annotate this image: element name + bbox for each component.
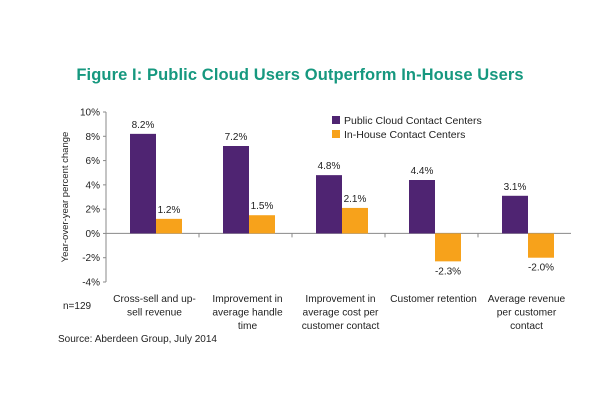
x-category-label: customer contact bbox=[302, 321, 380, 332]
y-tick-label: 2% bbox=[86, 205, 101, 216]
sample-size-note: n=129 bbox=[63, 301, 92, 312]
chart-title: Figure I: Public Cloud Users Outperform … bbox=[76, 66, 524, 84]
y-tick-label: 8% bbox=[86, 132, 101, 143]
data-label-in-house: 2.1% bbox=[344, 194, 367, 205]
data-label-in-house: 1.2% bbox=[158, 205, 181, 216]
data-label-public-cloud: 3.1% bbox=[504, 182, 527, 193]
bar-in-house bbox=[249, 215, 275, 234]
data-label-public-cloud: 7.2% bbox=[225, 132, 248, 143]
bar-in-house bbox=[156, 218, 182, 234]
legend-label-in-house: In-House Contact Centers bbox=[344, 129, 465, 141]
x-category-label: Cross-sell and up- bbox=[113, 294, 196, 305]
bar-public-cloud bbox=[316, 175, 342, 234]
data-label-public-cloud: 4.4% bbox=[411, 166, 434, 177]
x-category-label: per customer bbox=[497, 308, 557, 319]
legend-swatch-in-house bbox=[332, 130, 340, 138]
bar-in-house bbox=[435, 233, 461, 262]
y-axis-title: Year-over-year percent change bbox=[60, 132, 71, 263]
bar-in-house bbox=[342, 207, 368, 234]
legend-label-public-cloud: Public Cloud Contact Centers bbox=[344, 115, 482, 127]
x-category-label: contact bbox=[510, 321, 543, 332]
x-category-label: Improvement in bbox=[305, 294, 375, 305]
bar-public-cloud bbox=[409, 180, 435, 234]
data-label-in-house: -2.0% bbox=[528, 263, 554, 274]
x-category-label: time bbox=[238, 321, 258, 332]
y-tick-label: -2% bbox=[82, 253, 100, 264]
bar-public-cloud bbox=[130, 133, 156, 234]
data-label-in-house: -2.3% bbox=[435, 266, 461, 277]
legend-swatch-public-cloud bbox=[332, 116, 340, 124]
y-tick-label: 6% bbox=[86, 156, 101, 167]
bar-in-house bbox=[528, 233, 554, 258]
data-label-in-house: 1.5% bbox=[251, 201, 274, 212]
x-category-label: average cost per bbox=[303, 308, 379, 319]
y-tick-label: 10% bbox=[80, 108, 100, 119]
x-category-label: Improvement in bbox=[212, 294, 282, 305]
data-label-public-cloud: 8.2% bbox=[132, 120, 155, 131]
x-category-label: Average revenue bbox=[488, 294, 566, 305]
source-note: Source: Aberdeen Group, July 2014 bbox=[58, 334, 217, 345]
y-tick-label: 4% bbox=[86, 180, 101, 191]
bar-public-cloud bbox=[223, 146, 249, 234]
y-tick-label: -4% bbox=[82, 278, 100, 289]
x-category-label: Customer retention bbox=[390, 294, 477, 305]
data-label-public-cloud: 4.8% bbox=[318, 161, 341, 172]
x-category-label: average handle bbox=[212, 308, 283, 319]
x-category-label: sell revenue bbox=[127, 308, 182, 319]
bar-public-cloud bbox=[502, 195, 528, 234]
y-tick-label: 0% bbox=[86, 229, 101, 240]
